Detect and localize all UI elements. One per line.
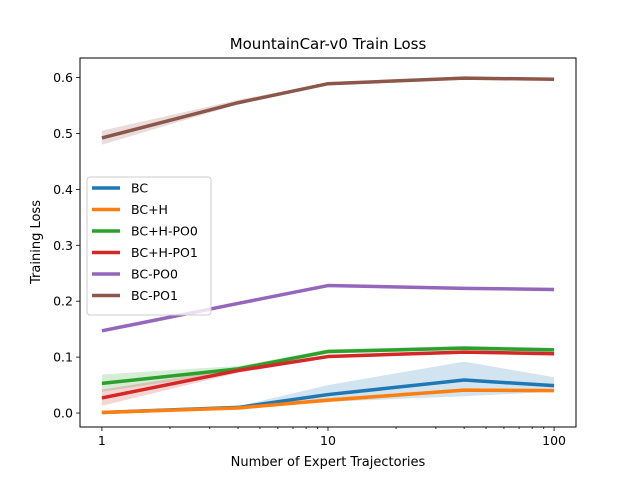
y-axis-title: Training Loss xyxy=(29,200,44,285)
x-axis-title: Number of Expert Trajectories xyxy=(231,455,426,470)
legend: BC BC+H BC+H-PO0 BC+H-PO1 BC-PO0 BC-PO1 xyxy=(86,176,212,316)
y-tick-label: 0.3 xyxy=(53,238,73,253)
legend-label-bc-h: BC+H xyxy=(131,202,168,217)
legend-box xyxy=(86,176,212,316)
band-bc xyxy=(101,361,555,414)
y-tick-label: 0.0 xyxy=(53,406,73,421)
series-lines xyxy=(101,76,555,415)
legend-label-bc: BC xyxy=(131,181,148,196)
band-bc-po1 xyxy=(101,76,555,145)
y-tick-label: 0.6 xyxy=(53,70,73,85)
legend-label-bc-h-po1: BC+H-PO1 xyxy=(131,245,198,260)
x-tick-label: 100 xyxy=(542,433,566,448)
y-tick-label: 0.4 xyxy=(53,182,73,197)
legend-label-bc-h-po0: BC+H-PO0 xyxy=(131,224,198,239)
x-tick-label: 1 xyxy=(98,433,106,448)
y-axis: 0.0 0.1 0.2 0.3 0.4 0.5 0.6 xyxy=(53,70,80,421)
line-bc-h-po1 xyxy=(101,350,555,400)
x-tick-label: 10 xyxy=(320,433,336,448)
x-axis: 1 10 100 xyxy=(98,427,566,448)
legend-label-bc-po1: BC-PO1 xyxy=(131,288,178,303)
y-tick-label: 0.1 xyxy=(53,350,73,365)
line-bc-po1 xyxy=(101,76,555,140)
line-bc-h xyxy=(101,388,555,415)
legend-label-bc-po0: BC-PO0 xyxy=(131,267,178,282)
y-tick-label: 0.5 xyxy=(53,126,73,141)
y-tick-label: 0.2 xyxy=(53,294,73,309)
chart-title: MountainCar-v0 Train Loss xyxy=(230,35,427,53)
line-bc-h-po0 xyxy=(101,346,555,386)
